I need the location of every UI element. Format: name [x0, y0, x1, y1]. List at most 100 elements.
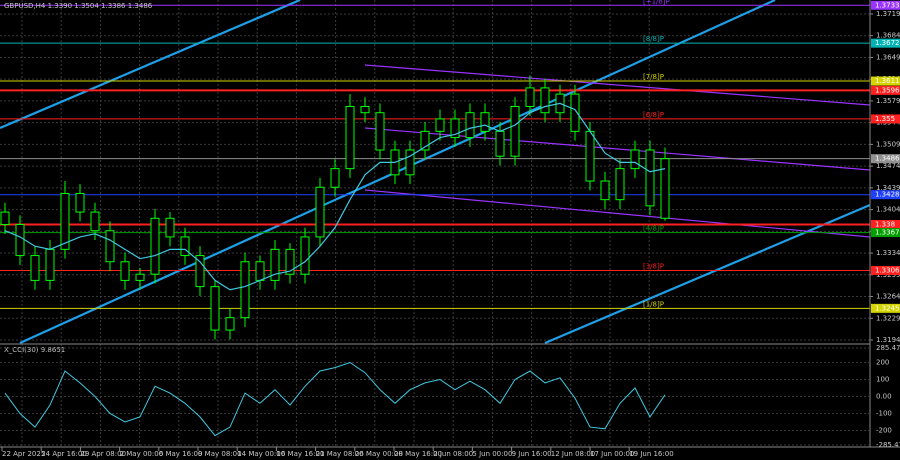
candle-body	[465, 112, 475, 139]
candle-body	[150, 217, 160, 275]
level-tag	[871, 228, 900, 238]
y-tick-label: 1.3719	[876, 10, 900, 18]
y-tick-label: 1.3264	[876, 293, 900, 301]
x-tick-label: 26 May 00:00	[355, 450, 403, 458]
level-tag-label: 1.3733	[875, 1, 900, 9]
x-tick-label: 21 May 08:00	[316, 450, 364, 458]
candle-body	[360, 106, 370, 114]
candle-body	[405, 149, 415, 176]
candle-body	[525, 87, 535, 108]
channel-line	[364, 127, 871, 171]
level-label: [4/8]P	[643, 225, 664, 233]
candle-body	[630, 149, 640, 170]
candle-body	[180, 236, 190, 257]
level-tag-label: 1.3672	[875, 39, 900, 47]
x-tick-label: 28 May 16:00	[394, 450, 442, 458]
level-label: [1/8]P	[643, 300, 664, 308]
x-tick-label: 29 Apr 08:00	[80, 450, 126, 458]
candle-body	[15, 224, 25, 257]
level-tag-label: 1.3611	[875, 77, 900, 85]
candle-body	[570, 93, 580, 132]
candle-body	[345, 106, 355, 170]
level-tag-label: 1.338	[875, 221, 895, 229]
candle-body	[585, 130, 595, 182]
candle-body	[165, 217, 175, 238]
level-tag-label: 1.3596	[875, 86, 900, 94]
level-tag-label: 1.355	[875, 115, 895, 123]
candle-body	[210, 286, 220, 331]
x-tick-label: 12 Jun 08:00	[551, 450, 595, 458]
candle-body	[420, 130, 430, 151]
y-tick-label: 1.3439	[876, 184, 900, 192]
candle-body	[255, 261, 265, 281]
level-tag	[871, 154, 900, 164]
candle-body	[510, 106, 520, 157]
candle-body	[375, 112, 385, 151]
cci-tick-label: 200	[876, 359, 889, 367]
y-tick-label: 1.3334	[876, 249, 900, 257]
candle-body	[615, 168, 625, 201]
regression-channel	[364, 64, 871, 238]
y-tick-label: 1.3194	[876, 336, 900, 344]
candle-body	[45, 248, 55, 281]
cci-tick-label: 0.00	[876, 393, 892, 401]
level-tag	[871, 220, 900, 230]
y-tick-label: 1.3404	[876, 206, 900, 214]
x-tick-label: 2 May 00:00	[120, 450, 164, 458]
cci-tick-label: 285.4768	[876, 344, 900, 352]
candle-body	[315, 186, 325, 238]
cci-tick-label: -200	[876, 426, 892, 434]
x-tick-label: 17 Jun 00:00	[590, 450, 634, 458]
level-tag	[871, 190, 900, 200]
cci-tick-label: 100	[876, 376, 889, 384]
level-label: [7/8]P	[643, 73, 664, 81]
x-tick-label: 22 Apr 2025	[2, 450, 45, 458]
candle-body	[0, 211, 10, 226]
channel-line	[364, 189, 871, 238]
candle-body	[30, 255, 40, 281]
y-tick-label: 1.3649	[876, 53, 900, 61]
level-tag	[871, 76, 900, 86]
y-tick-label: 1.3509	[876, 140, 900, 148]
y-tick-label: 1.3474	[876, 162, 900, 170]
x-tick-label: 14 May 00:00	[237, 450, 285, 458]
candle-body	[105, 230, 115, 263]
x-tick-label: 2 Jun 08:00	[433, 450, 473, 458]
candle-body	[270, 248, 280, 281]
level-tag	[871, 38, 900, 48]
level-tag	[871, 114, 900, 124]
candle-body	[75, 192, 85, 213]
candle-body	[600, 180, 610, 201]
level-label: [+1/8]P	[643, 0, 670, 5]
candle-body	[285, 248, 295, 275]
y-tick-label: 1.3229	[876, 314, 900, 322]
level-tag-label: 1.3306	[875, 266, 900, 274]
x-tick-label: 16 May 16:00	[276, 450, 324, 458]
x-tick-label: 9 Jun 16:00	[512, 450, 552, 458]
level-tag	[871, 0, 900, 10]
level-label: [6/8]P	[643, 111, 664, 119]
candle-body	[435, 118, 445, 132]
level-tag	[871, 85, 900, 95]
level-tag-label: 1.3367	[875, 229, 900, 237]
level-label: [8/8]P	[643, 35, 664, 43]
channel-line	[544, 203, 871, 345]
y-tick-label: 1.3579	[876, 97, 900, 105]
level-label: [3/8]P	[643, 262, 664, 270]
chart-title: GBPUSD,H4 1.3390 1.3504 1.3386 1.3486	[4, 2, 153, 10]
level-tag	[871, 303, 900, 313]
candle-body	[225, 317, 235, 331]
y-tick-label: 1.3684	[876, 32, 900, 40]
candle-body	[450, 118, 460, 139]
candle-body	[645, 149, 655, 207]
candle-body	[135, 273, 145, 281]
moving-average	[4, 102, 666, 291]
candle-body	[300, 236, 310, 275]
channel-line	[0, 0, 301, 130]
level-tag-label: 1.3486	[875, 155, 900, 163]
candle-body	[540, 87, 550, 114]
candle-body	[90, 211, 100, 232]
price-panel	[0, 4, 870, 340]
